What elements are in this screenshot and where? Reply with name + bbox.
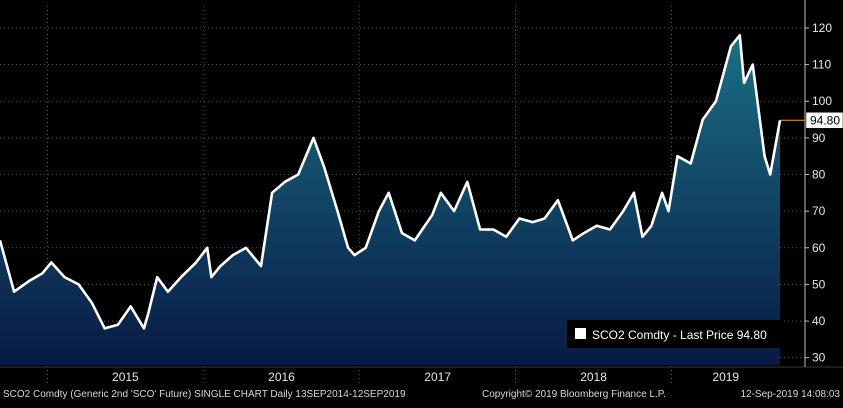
y-tick-label: 30 [812, 351, 826, 365]
chart-footer: SCO2 Comdty (Generic 2nd 'SCO' Future) S… [0, 386, 843, 403]
y-tick-label: 100 [812, 94, 832, 108]
y-tick-label: 50 [812, 277, 826, 291]
x-tick-label: 2016 [268, 370, 295, 384]
y-tick-label: 60 [812, 241, 826, 255]
series-line [0, 34, 782, 330]
last-price-tag [805, 112, 843, 129]
x-tick-label: 2015 [112, 370, 139, 384]
legend-box [567, 320, 783, 348]
y-tick-label: 90 [812, 131, 826, 145]
last-price-label: 94.80 [810, 113, 840, 127]
legend-swatch [575, 328, 586, 339]
footer-copyright: Copyright© 2019 Bloomberg Finance L.P. [482, 389, 666, 400]
x-tick-label: 2018 [580, 370, 607, 384]
footer-description: SCO2 Comdty (Generic 2nd 'SCO' Future) S… [3, 389, 406, 400]
y-tick-label: 110 [812, 58, 831, 72]
x-tick-label: 2017 [424, 370, 451, 384]
legend-label: SCO2 Comdty - Last Price 94.80 [592, 328, 767, 342]
y-tick-label: 40 [812, 314, 826, 328]
y-tick-label: 70 [812, 204, 826, 218]
y-tick-label: 120 [812, 21, 832, 35]
footer-timestamp: 12-Sep-2019 14:08:03 [740, 389, 840, 400]
y-tick-label: 80 [812, 168, 826, 182]
x-tick-label: 2019 [712, 370, 739, 384]
